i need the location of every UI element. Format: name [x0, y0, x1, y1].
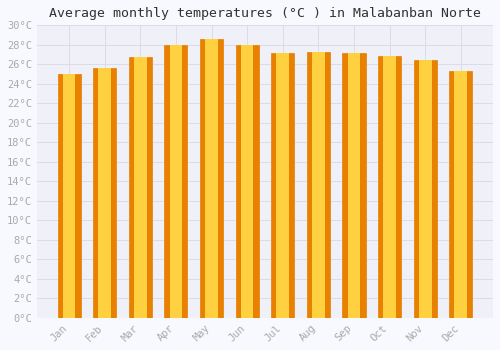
- Bar: [454, 71, 467, 318]
- Bar: [414, 61, 436, 318]
- Bar: [205, 39, 218, 318]
- Bar: [128, 57, 152, 318]
- Bar: [276, 52, 289, 318]
- Bar: [312, 51, 324, 318]
- Bar: [170, 45, 182, 318]
- Bar: [307, 51, 330, 318]
- Bar: [98, 68, 111, 318]
- Bar: [378, 56, 401, 318]
- Bar: [134, 57, 146, 318]
- Bar: [58, 74, 80, 318]
- Bar: [348, 52, 360, 318]
- Bar: [93, 68, 116, 318]
- Bar: [200, 39, 223, 318]
- Bar: [236, 45, 258, 318]
- Bar: [419, 61, 432, 318]
- Bar: [342, 52, 365, 318]
- Bar: [164, 45, 188, 318]
- Bar: [271, 52, 294, 318]
- Bar: [63, 74, 76, 318]
- Title: Average monthly temperatures (°C ) in Malabanban Norte: Average monthly temperatures (°C ) in Ma…: [49, 7, 481, 20]
- Bar: [449, 71, 472, 318]
- Bar: [383, 56, 396, 318]
- Bar: [241, 45, 254, 318]
